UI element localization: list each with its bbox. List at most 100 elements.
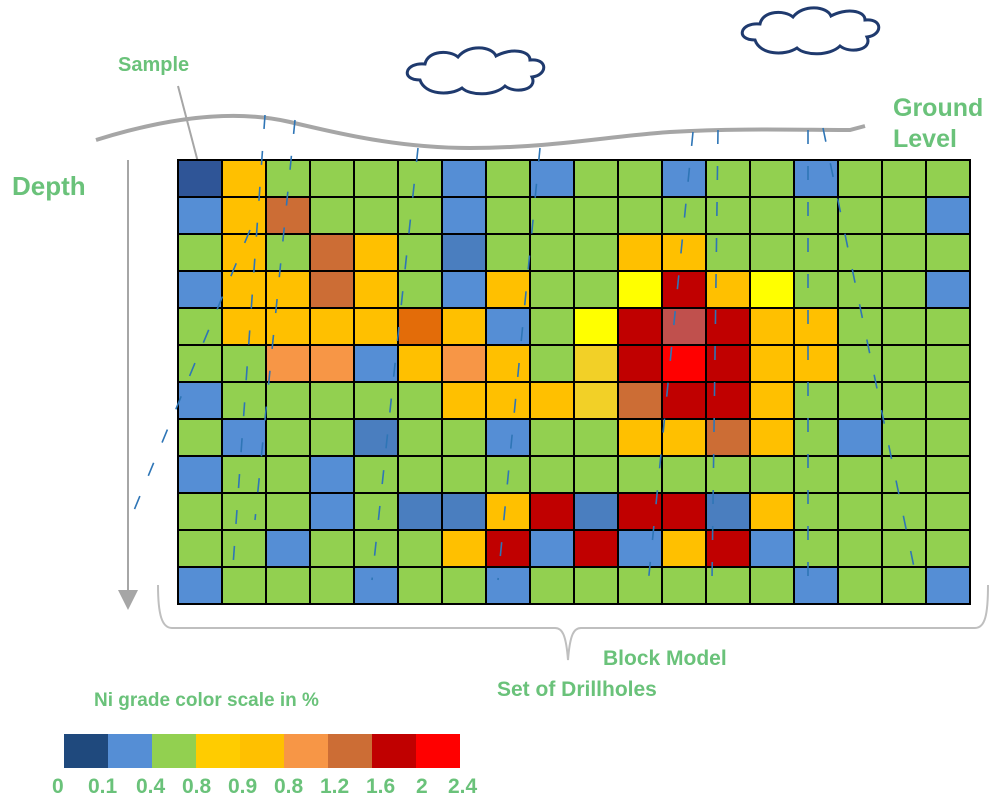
block-cell: [485, 492, 531, 531]
block-cell: [353, 270, 399, 309]
block-cell: [441, 159, 487, 198]
block-cell: [881, 233, 927, 272]
block-cell: [661, 381, 707, 420]
block-cell: [397, 381, 443, 420]
block-cell: [749, 270, 795, 309]
color-scale-swatch: [284, 734, 328, 768]
block-cell: [265, 566, 311, 605]
block-cell: [837, 529, 883, 568]
block-cell: [881, 529, 927, 568]
color-scale-swatch: [328, 734, 372, 768]
block-cell: [925, 159, 971, 198]
block-cell: [573, 344, 619, 383]
block-cell: [617, 307, 663, 346]
drillhole-line: [647, 131, 694, 586]
block-cell: [881, 566, 927, 605]
block-cell: [353, 566, 399, 605]
block-cell: [793, 381, 839, 420]
block-cell: [177, 196, 223, 235]
block-cell: [573, 492, 619, 531]
block-cell: [353, 196, 399, 235]
block-cell: [485, 344, 531, 383]
block-cell: [925, 418, 971, 457]
block-cell: [397, 455, 443, 494]
block-cell: [309, 307, 355, 346]
block-cell: [309, 381, 355, 420]
block-cell: [221, 418, 267, 457]
block-cell: [661, 344, 707, 383]
block-cell: [397, 566, 443, 605]
block-cell: [705, 270, 751, 309]
block-cell: [573, 381, 619, 420]
drillholes: [129, 114, 916, 586]
block-cell: [661, 233, 707, 272]
block-cell: [265, 381, 311, 420]
block-cell: [309, 159, 355, 198]
block-cell: [265, 270, 311, 309]
cloud-icon: [741, 6, 881, 56]
block-cell: [881, 455, 927, 494]
ground-level-line: [95, 114, 866, 151]
block-cell: [617, 344, 663, 383]
block-cell: [397, 233, 443, 272]
block-cell: [749, 381, 795, 420]
block-cell: [397, 159, 443, 198]
block-cell: [309, 196, 355, 235]
block-cell: [309, 492, 355, 531]
drillholes-label: Set of Drillholes: [497, 678, 657, 701]
block-cell: [837, 566, 883, 605]
block-cell: [793, 233, 839, 272]
block-cell: [837, 270, 883, 309]
color-scale-tick: 0: [52, 775, 64, 798]
block-cell: [529, 159, 575, 198]
ground-label-line2: Level: [893, 125, 957, 153]
color-scale-tick: 2: [416, 775, 428, 798]
drillhole-line: [711, 129, 719, 581]
block-cell: [529, 233, 575, 272]
block-cell: [793, 270, 839, 309]
block-cell: [353, 455, 399, 494]
block-cell: [881, 270, 927, 309]
color-scale-tick: 0.8: [182, 775, 212, 798]
block-cell: [573, 233, 619, 272]
block-cell: [617, 270, 663, 309]
block-cell: [177, 344, 223, 383]
block-cell: [617, 455, 663, 494]
block-cell: [749, 492, 795, 531]
block-cell: [749, 344, 795, 383]
block-cell: [617, 529, 663, 568]
block-cell: [925, 381, 971, 420]
color-scale-swatch: [372, 734, 416, 768]
block-cell: [177, 492, 223, 531]
block-cell: [793, 418, 839, 457]
block-cell: [617, 159, 663, 198]
block-cell: [265, 529, 311, 568]
block-cell: [529, 307, 575, 346]
block-cell: [881, 381, 927, 420]
block-cell: [573, 307, 619, 346]
block-cell: [749, 566, 795, 605]
block-cell: [265, 159, 311, 198]
block-cell: [925, 307, 971, 346]
block-cell: [485, 196, 531, 235]
block-cell: [661, 307, 707, 346]
block-cell: [925, 566, 971, 605]
block-cell: [881, 492, 927, 531]
block-cell: [749, 529, 795, 568]
block-cell: [265, 418, 311, 457]
drillhole-line: [822, 127, 916, 573]
block-cell: [221, 196, 267, 235]
block-cell: [397, 196, 443, 235]
block-cell: [529, 418, 575, 457]
block-cell: [705, 159, 751, 198]
block-cell: [441, 492, 487, 531]
block-cell: [441, 529, 487, 568]
block-cell: [529, 492, 575, 531]
block-cell: [485, 566, 531, 605]
drillhole-line: [231, 114, 266, 581]
block-cell: [177, 529, 223, 568]
block-cell: [837, 381, 883, 420]
block-cell: [705, 381, 751, 420]
block-cell: [485, 307, 531, 346]
block-cell: [177, 381, 223, 420]
